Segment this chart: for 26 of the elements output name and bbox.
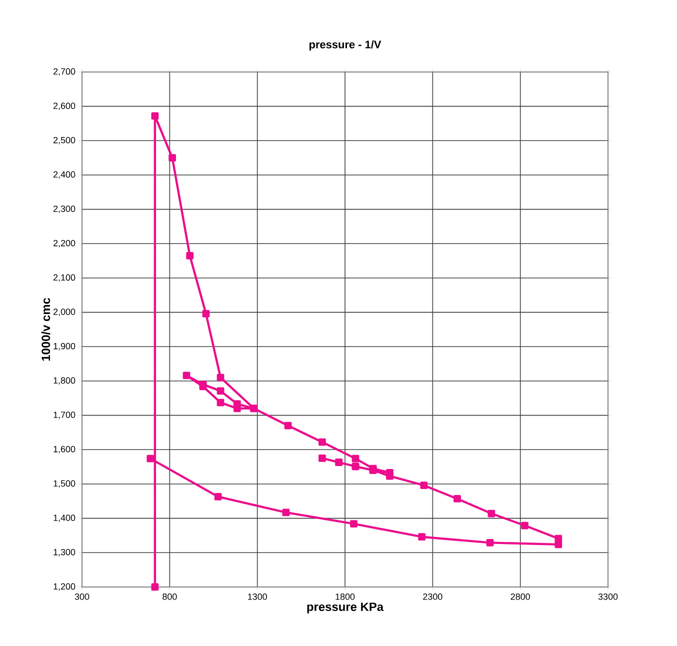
y-tick-label: 2,700	[54, 68, 76, 76]
y-tick-label: 2,600	[54, 102, 76, 110]
x-tick-label: 2800	[510, 593, 530, 600]
x-tick-label: 300	[74, 593, 90, 600]
y-tick-label: 1,200	[54, 583, 76, 591]
y-tick-label: 2,500	[54, 136, 76, 144]
y-tick-label: 1,600	[54, 446, 76, 454]
y-tick-label: 1,900	[54, 342, 76, 350]
chart-title: pressure - 1/V	[309, 40, 382, 51]
y-tick-label: 1,400	[54, 514, 76, 522]
y-tick-label: 1,500	[54, 480, 76, 488]
y-tick-label: 2,100	[54, 274, 76, 282]
y-tick-label: 1,300	[54, 548, 76, 556]
y-axis-title: 1000/v cmc	[41, 298, 50, 361]
x-tick-label: 800	[162, 593, 177, 600]
y-tick-label: 2,000	[54, 308, 76, 316]
y-tick-label: 2,300	[54, 206, 76, 214]
x-tick-label: 2300	[423, 593, 442, 600]
x-axis-title: pressure KPa	[307, 602, 384, 614]
y-tick-label: 2,200	[54, 240, 76, 248]
y-tick-label: 1,800	[54, 377, 76, 385]
x-tick-label: 1800	[336, 593, 355, 600]
x-tick-label: 1300	[248, 593, 267, 600]
x-tick-label: 3300	[598, 593, 618, 600]
y-tick-label: 1,700	[54, 412, 76, 420]
y-tick-label: 2,400	[54, 171, 76, 179]
